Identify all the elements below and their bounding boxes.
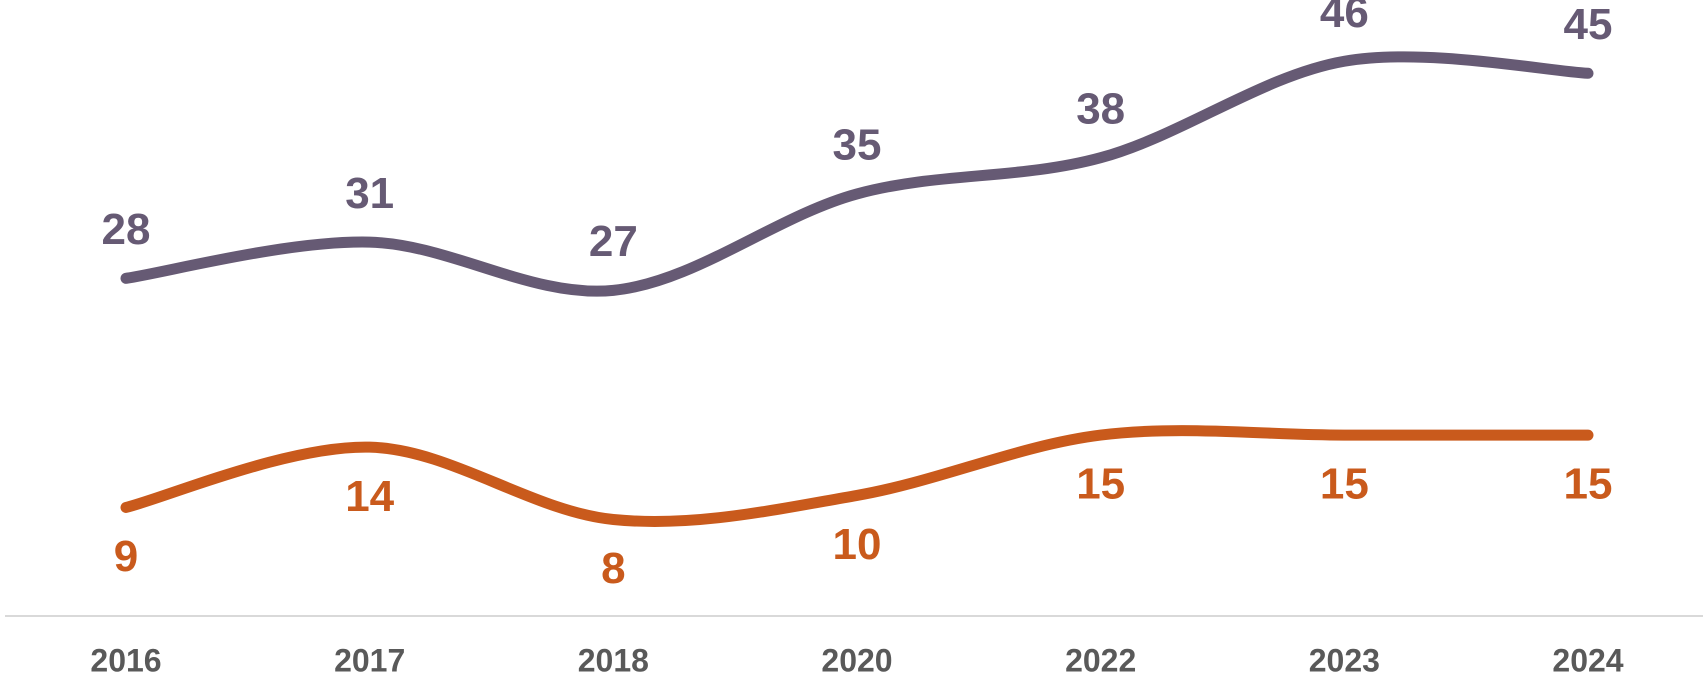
data-label: 28	[102, 205, 151, 254]
data-label: 15	[1320, 460, 1369, 509]
x-tick-label: 2024	[1552, 642, 1623, 678]
data-label: 15	[1076, 460, 1125, 509]
data-label: 46	[1320, 0, 1369, 37]
data-label: 9	[114, 532, 138, 581]
data-label: 15	[1564, 460, 1613, 509]
data-label: 14	[345, 472, 394, 521]
data-label: 27	[589, 217, 638, 266]
data-label: 38	[1076, 84, 1125, 133]
x-tick-label: 2016	[90, 642, 161, 678]
x-tick-label: 2023	[1309, 642, 1380, 678]
x-tick-label: 2020	[821, 642, 892, 678]
series-line	[120, 51, 1594, 297]
data-label: 35	[833, 121, 882, 170]
x-tick-label: 2018	[578, 642, 649, 678]
data-label: 10	[833, 520, 882, 569]
data-label: 8	[601, 544, 625, 593]
x-tick-label: 2022	[1065, 642, 1136, 678]
x-tick-label: 2017	[334, 642, 405, 678]
series-line	[120, 425, 1594, 527]
data-label: 45	[1564, 0, 1613, 49]
data-label: 31	[345, 169, 394, 218]
